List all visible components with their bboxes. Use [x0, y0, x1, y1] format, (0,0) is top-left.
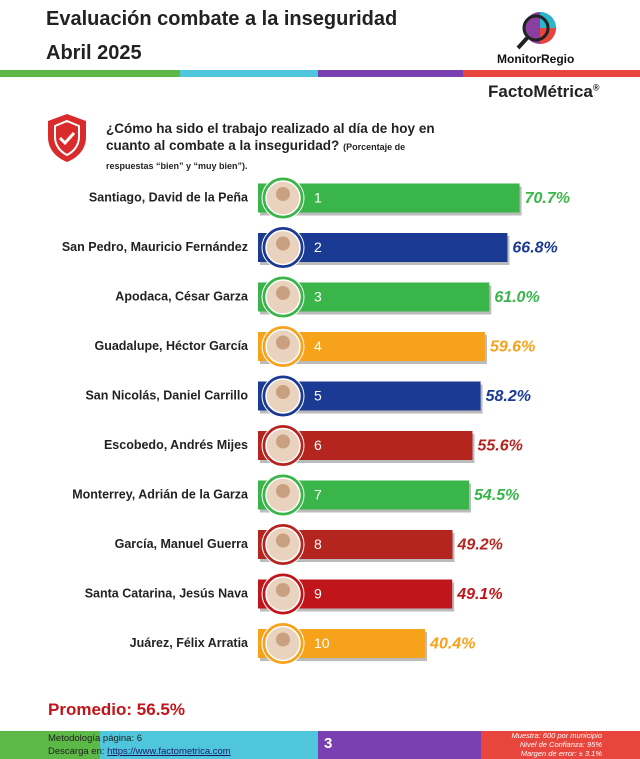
rank: 10	[314, 635, 330, 651]
photo-head	[276, 187, 290, 201]
rank: 5	[314, 388, 322, 404]
photo-head	[276, 632, 290, 647]
brand-top: MonitorRegio	[497, 52, 575, 66]
brand: FactoMétrica®	[488, 82, 600, 102]
value-label: 59.6%	[490, 339, 535, 356]
value-label: 49.2%	[457, 537, 503, 554]
sample: Muestra: 600 por municipio	[511, 731, 602, 740]
value-label: 70.7%	[525, 190, 570, 207]
rank: 4	[314, 338, 322, 354]
download-link[interactable]: https://www.factometrica.com	[107, 746, 231, 757]
value-label: 54.5%	[474, 487, 519, 504]
photo-head	[276, 236, 290, 251]
photo-head	[276, 533, 290, 548]
page-number: 3	[324, 735, 333, 752]
rank: 8	[314, 536, 322, 552]
shield-icon	[48, 114, 86, 162]
rank: 6	[314, 437, 322, 453]
photo-head	[276, 286, 290, 300]
question-text: ¿Cómo ha sido el trabajo realizado al dí…	[106, 121, 435, 153]
category-label: Apodaca, César Garza	[115, 289, 249, 303]
methodology: Metodología página: 6	[48, 733, 143, 744]
value-label: 66.8%	[512, 240, 557, 257]
value-label: 55.6%	[477, 438, 522, 455]
rank: 9	[314, 586, 322, 602]
sample-info: Muestra: 600 por municipio Nivel de Conf…	[470, 731, 602, 758]
rank: 2	[314, 239, 322, 255]
brand-text: FactoMétrica	[488, 82, 593, 101]
rank: 7	[314, 487, 322, 503]
monitor-logo	[516, 12, 556, 50]
category-label: Santiago, David de la Peña	[89, 190, 249, 204]
category-label: García, Manuel Guerra	[115, 537, 249, 551]
footer	[0, 731, 640, 759]
category-label: Monterrey, Adrián de la Garza	[72, 487, 249, 501]
photo-head	[276, 434, 290, 449]
value-label: 49.1%	[456, 586, 502, 603]
value-label: 61.0%	[494, 289, 539, 306]
question-note: (Porcentaje de respuestas “bien” y “muy …	[106, 142, 406, 171]
top-stripe	[0, 70, 640, 77]
rank: 1	[314, 190, 322, 206]
category-label: San Nicolás, Daniel Carrillo	[85, 388, 248, 402]
category-label: Guadalupe, Héctor García	[94, 339, 249, 353]
average: Promedio: 56.5%	[48, 700, 185, 719]
download-text: Descarga en:	[48, 746, 105, 757]
subtitle: Abril 2025	[46, 42, 142, 64]
photo-head	[276, 583, 290, 597]
category-label: Juárez, Félix Arratia	[130, 636, 249, 650]
chart: Santiago, David de la Peña 1 70.7% San Pedr…	[62, 176, 570, 665]
brand-mark: ®	[592, 82, 600, 93]
category-label: San Pedro, Mauricio Fernández	[62, 240, 248, 254]
question: ¿Cómo ha sido el trabajo realizado al dí…	[106, 120, 446, 175]
value-label: 40.4%	[429, 636, 475, 653]
photo-head	[276, 335, 290, 350]
error: Margen de error: ± 3.1%	[520, 749, 602, 758]
category-label: Escobedo, Andrés Mijes	[104, 438, 248, 452]
rank: 3	[314, 289, 322, 305]
title: Evaluación combate a la inseguridad	[46, 8, 398, 30]
photo-head	[276, 385, 290, 399]
confidence: Nivel de Confianza: 95%	[519, 740, 602, 749]
photo-head	[276, 484, 290, 498]
category-label: Santa Catarina, Jesús Nava	[85, 586, 249, 600]
value-label: 58.2%	[486, 388, 531, 405]
download: Descarga en: https://www.factometrica.co…	[48, 746, 231, 757]
